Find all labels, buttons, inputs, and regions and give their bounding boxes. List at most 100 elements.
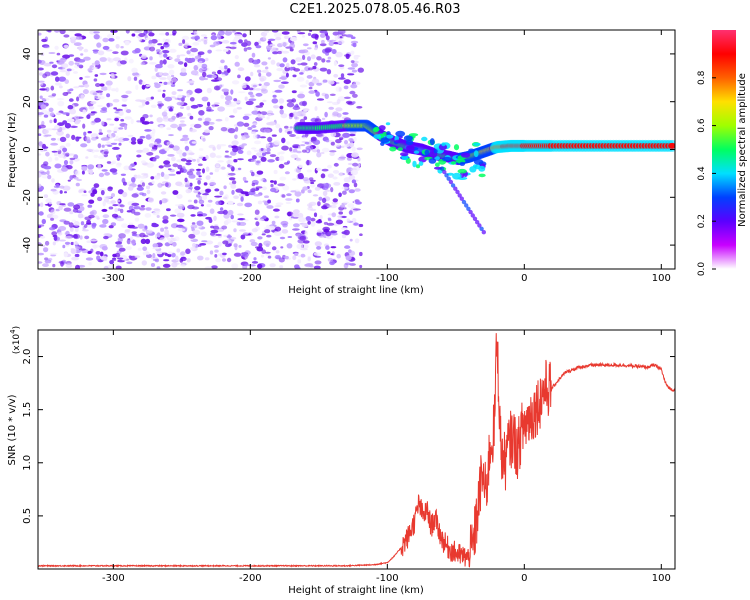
noise-speck — [137, 247, 142, 251]
noise-speck — [131, 226, 138, 229]
noise-speck — [102, 214, 110, 219]
noise-speck — [156, 215, 160, 218]
noise-speck — [267, 136, 273, 143]
noise-speck — [275, 250, 280, 254]
noise-speck — [271, 47, 276, 52]
noise-speck — [76, 96, 80, 102]
noise-speck — [160, 227, 165, 232]
ridge-scatter — [434, 156, 440, 161]
noise-speck — [359, 264, 363, 269]
noise-speck — [164, 229, 170, 235]
noise-speck — [189, 182, 193, 187]
noise-speck — [267, 199, 271, 204]
noise-speck — [131, 239, 136, 245]
noise-speck — [140, 238, 147, 244]
noise-speck — [120, 46, 124, 49]
noise-speck — [159, 125, 164, 129]
noise-speck — [272, 90, 276, 94]
noise-speck — [295, 167, 302, 173]
noise-speck — [290, 36, 298, 42]
noise-speck — [150, 96, 154, 100]
noise-speck — [340, 227, 348, 231]
noise-speck — [284, 171, 290, 175]
noise-speck — [303, 116, 308, 120]
noise-speck — [222, 209, 228, 215]
ridge-scatter — [473, 150, 479, 158]
ridge-scatter — [460, 152, 471, 158]
noise-speck — [65, 152, 70, 157]
noise-speck — [59, 85, 63, 89]
noise-speck — [125, 30, 130, 34]
noise-speck — [52, 263, 56, 268]
noise-speck — [251, 52, 256, 58]
noise-speck — [186, 159, 192, 163]
noise-speck — [203, 121, 210, 124]
noise-speck — [120, 173, 126, 176]
noise-speck — [133, 76, 138, 81]
noise-speck — [54, 30, 60, 33]
noise-speck — [176, 248, 181, 253]
noise-speck — [236, 121, 245, 127]
noise-speck — [200, 231, 207, 237]
noise-speck — [326, 101, 333, 104]
noise-speck — [285, 198, 293, 201]
noise-speck — [184, 57, 189, 62]
noise-speck — [69, 160, 74, 165]
snr-frame — [37, 329, 676, 570]
noise-speck — [338, 87, 342, 92]
noise-speck — [254, 41, 259, 47]
colorbar-ticks: 0.0 0.2 0.4 0.6 0.8 — [697, 70, 716, 276]
noise-speck — [101, 86, 108, 91]
noise-speck — [207, 101, 211, 107]
noise-speck — [297, 212, 304, 219]
noise-speck — [279, 105, 284, 110]
noise-speck — [193, 30, 198, 37]
noise-speck — [39, 88, 48, 91]
noise-speck — [48, 52, 56, 54]
noise-speck — [187, 45, 192, 48]
noise-speck — [190, 104, 199, 109]
noise-speck — [96, 217, 100, 220]
noise-speck — [352, 162, 359, 167]
noise-speck — [72, 71, 79, 74]
noise-speck — [141, 81, 146, 84]
noise-speck — [188, 80, 195, 84]
noise-speck — [310, 54, 316, 60]
noise-speck — [94, 60, 100, 66]
noise-speck — [321, 58, 326, 63]
noise-speck — [176, 112, 183, 117]
noise-speck — [286, 102, 295, 108]
noise-speck — [229, 41, 237, 45]
noise-speck — [58, 239, 66, 242]
noise-speck — [180, 256, 187, 262]
noise-speck — [162, 215, 169, 221]
noise-speck — [97, 196, 103, 202]
noise-speck — [145, 101, 150, 105]
noise-speck — [203, 40, 208, 45]
noise-speck — [246, 46, 252, 50]
noise-speck — [289, 48, 294, 52]
noise-speck — [346, 168, 350, 174]
noise-speck — [269, 44, 276, 47]
noise-speck — [281, 229, 289, 234]
noise-speck — [94, 149, 100, 153]
noise-speck — [84, 235, 90, 240]
x-tick-label: 0 — [521, 573, 527, 584]
y-tick-label: 0.5 — [22, 508, 33, 524]
noise-speck — [260, 156, 267, 162]
noise-speck — [169, 56, 173, 60]
noise-speck — [263, 128, 271, 134]
noise-speck — [234, 61, 240, 67]
noise-speck — [88, 214, 95, 219]
noise-speck — [152, 158, 157, 162]
noise-speck — [49, 227, 56, 231]
noise-speck — [266, 147, 271, 153]
noise-speck — [298, 164, 303, 168]
ridge-scatter — [435, 162, 440, 167]
noise-speck — [217, 30, 225, 36]
noise-speck — [307, 56, 311, 62]
noise-speck — [343, 207, 347, 210]
noise-speck — [159, 51, 164, 54]
trail-blob — [466, 206, 471, 211]
noise-speck — [80, 221, 85, 226]
